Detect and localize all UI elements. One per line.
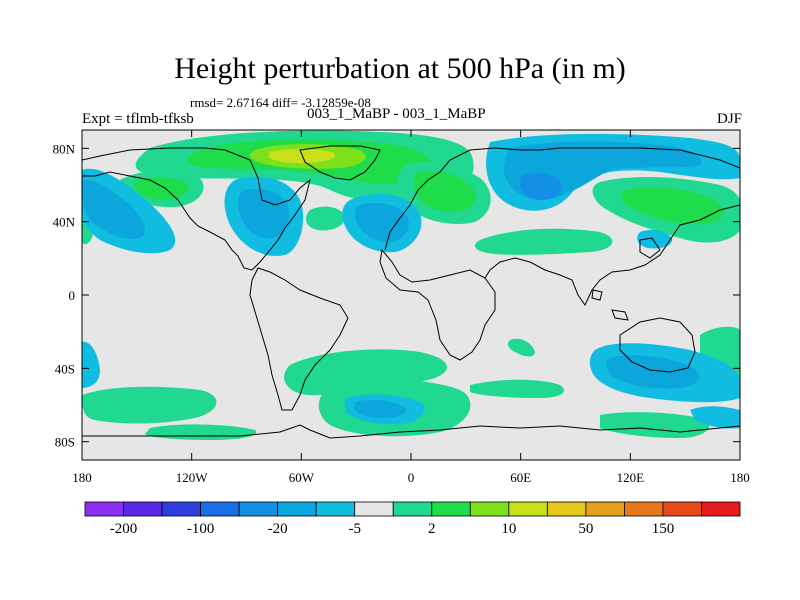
- colorbar-swatch: [662, 501, 702, 517]
- longitude-tick-label: 120W: [176, 470, 209, 485]
- coastline-antarctica: [82, 424, 740, 439]
- negative-anomaly-region: [690, 406, 740, 429]
- coastline-south-america: [249, 267, 349, 411]
- colorbar-label: 2: [428, 521, 436, 537]
- colorbar-label: -5: [348, 521, 361, 537]
- negative-anomaly-region: [82, 179, 146, 239]
- latitude-tick-label: 0: [69, 288, 76, 303]
- plot-title: Height perturbation at 500 hPa (in m): [174, 52, 626, 85]
- colorbar-swatch: [701, 501, 741, 517]
- case-label: 003_1_MaBP - 003_1_MaBP: [307, 106, 486, 122]
- coastline-australia: [619, 317, 696, 373]
- experiment-label: Expt = tflmb-tfksb: [82, 111, 194, 127]
- latitude-tick-label: 40N: [53, 215, 76, 230]
- negative-anomaly-region: [637, 230, 673, 249]
- statistics-text: rmsd= 2.67164 diff= -3.12859e-08: [190, 95, 371, 110]
- colorbar-swatch: [508, 501, 548, 517]
- colorbar-swatch: [277, 501, 317, 517]
- colorbar-label: -100: [187, 521, 215, 537]
- positive-anomaly-region: [305, 206, 346, 231]
- latitude-tick-label: 80N: [53, 141, 76, 156]
- colorbar-label: -20: [268, 521, 288, 537]
- colorbar-label: 10: [501, 521, 516, 537]
- colorbar-swatch: [161, 501, 201, 517]
- longitude-tick-label: 120E: [617, 470, 645, 485]
- colorbar-label: -200: [110, 521, 138, 537]
- coastlines: [82, 145, 740, 439]
- positive-anomaly-region: [507, 338, 535, 357]
- colorbar-swatch: [123, 501, 163, 517]
- colorbar-swatch: [624, 501, 664, 517]
- colorbar: -200 -100 -20 -5 2 10 50 150: [84, 501, 741, 537]
- coastline-greenland: [299, 145, 381, 181]
- colorbar-swatch: [585, 501, 625, 517]
- coastline-europe: [384, 147, 561, 251]
- colorbar-swatch: [431, 501, 471, 517]
- negative-anomaly-region: [520, 172, 562, 200]
- colorbar-swatch: [200, 501, 240, 517]
- latitude-tick-label: 80S: [55, 435, 75, 450]
- positive-anomaly-region: [620, 187, 724, 225]
- negative-anomaly-region: [82, 341, 100, 388]
- positive-anomaly-region: [135, 177, 189, 200]
- longitude-tick-label: 0: [408, 470, 415, 485]
- season-label: DJF: [716, 111, 742, 127]
- coastline-islands: [591, 237, 661, 321]
- colorbar-label: 50: [578, 521, 593, 537]
- positive-anomaly-region: [475, 228, 613, 255]
- colorbar-swatch: [238, 501, 279, 517]
- coastline-asia: [484, 147, 740, 306]
- colorbar-swatch: [354, 501, 394, 517]
- colorbar-swatch: [84, 501, 124, 517]
- colorbar-swatch: [315, 501, 356, 517]
- latitude-tick-label: 40S: [55, 361, 75, 376]
- negative-anomaly-region: [606, 355, 699, 389]
- negative-anomaly-region: [355, 202, 409, 242]
- latitude-axis: 80N 40N 0 40S 80S: [53, 141, 740, 450]
- positive-anomaly-region: [470, 379, 564, 398]
- longitude-tick-label: 60E: [510, 470, 531, 485]
- coastline-africa: [379, 248, 496, 361]
- negative-anomaly-region: [354, 400, 406, 418]
- colorbar-swatch: [546, 501, 587, 517]
- coastline-north-america: [82, 147, 311, 271]
- positive-anomaly-region: [268, 148, 335, 164]
- positive-anomaly-region: [82, 386, 217, 424]
- longitude-tick-label: 180: [72, 470, 92, 485]
- colorbar-label: 150: [652, 521, 675, 537]
- colorbar-swatch: [469, 501, 510, 517]
- negative-anomaly-region: [237, 188, 290, 239]
- longitude-tick-label: 60W: [289, 470, 315, 485]
- longitude-tick-label: 180: [730, 470, 750, 485]
- longitude-axis: 180 120W 60W 0 60E 120E 180: [72, 130, 750, 485]
- positive-anomaly-region: [413, 170, 476, 212]
- colorbar-swatch: [392, 501, 433, 517]
